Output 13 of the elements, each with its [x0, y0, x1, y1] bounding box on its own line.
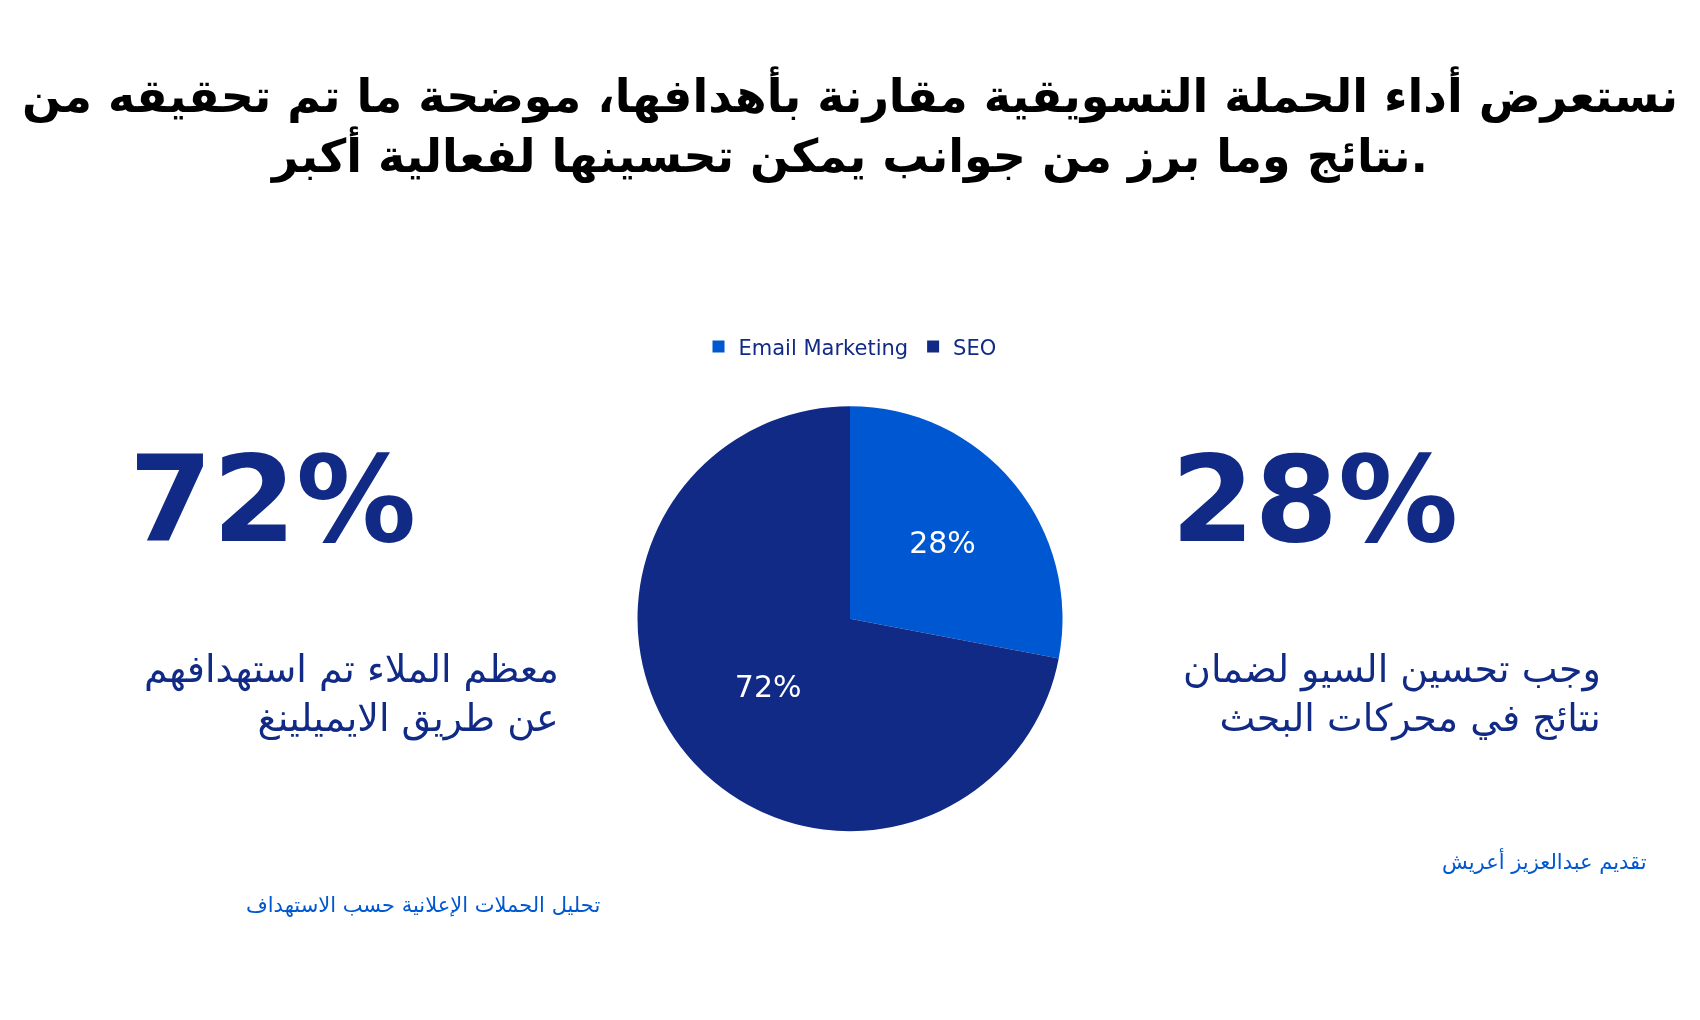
pie-slice [637, 406, 1059, 831]
data-label: 28% [909, 524, 976, 560]
legend-label: Email Marketing [738, 335, 909, 360]
text: 28% [1171, 430, 1459, 569]
legend-label: SEO [953, 335, 997, 360]
pie-slice [850, 406, 1063, 659]
text: وجب تحسين السيو لضمان نتائج في محركات البحث [1183, 647, 1601, 742]
text: تقديم عبدالعزيز أعريش [1442, 848, 1647, 875]
data-label: 72% [734, 668, 802, 704]
text: تحليل الحملات الإعلانية حسب الاستهداف [246, 893, 601, 917]
chart-title: نستعرض أداء الحملة التسويقية مقارنة بأهدافها، موضحة ما تم تحقيقه من نتائج وما برز من جوانب يمكن تحسينها لفعالية أكبر. [22, 66, 1678, 183]
text: 72% [129, 430, 417, 569]
text: معظم الملاء تم استهدافهم عن طريق الايميلينغ [144, 647, 559, 742]
